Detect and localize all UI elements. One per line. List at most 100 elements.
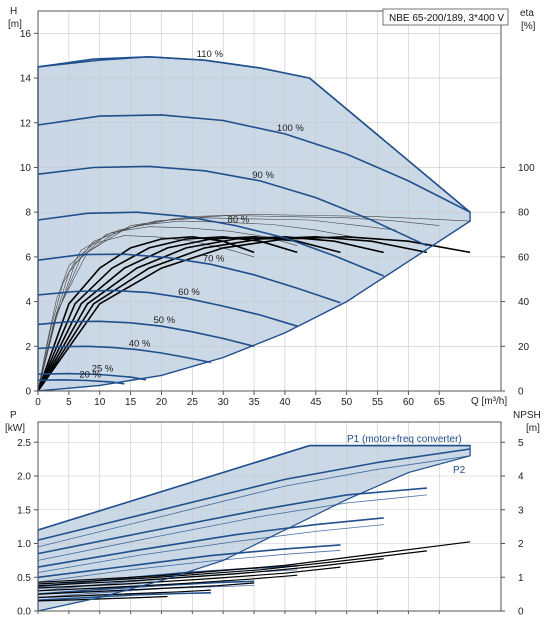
- speed-curve-label: 90 %: [252, 170, 274, 181]
- p2-curve: [37, 455, 471, 548]
- x-tick-label: 20: [156, 397, 168, 408]
- speed-curve: [37, 320, 255, 348]
- speed-curve: [37, 211, 385, 277]
- y2-tick-label: 40: [518, 297, 530, 308]
- p1-curve: [37, 580, 255, 595]
- x-tick-label: 15: [125, 397, 137, 408]
- efficiency-curve: [37, 235, 384, 392]
- npsh-curve: [37, 582, 255, 595]
- y-tick-label: 1.5: [17, 505, 31, 516]
- power-axis-unit: [kW]: [5, 423, 25, 434]
- y-tick-label: 12: [20, 118, 32, 129]
- head-plot-frame: [37, 10, 502, 392]
- speed-curve-label: 80 %: [228, 215, 250, 226]
- flow-axis-title: Q [m³/h]: [471, 396, 507, 407]
- operating-area-outline: [37, 56, 471, 392]
- x-tick-label: 10: [94, 397, 106, 408]
- x-tick-label: 60: [403, 397, 415, 408]
- y2-tick-label: 3: [518, 505, 524, 516]
- npsh-axis-unit: [m]: [526, 423, 540, 434]
- npsh-curve: [37, 550, 427, 585]
- y-tick-label: 16: [20, 29, 32, 40]
- y-tick-label: 0.0: [17, 607, 31, 618]
- x-tick-label: 45: [310, 397, 322, 408]
- p2-curve: [37, 524, 384, 573]
- p2-series-label: P2: [453, 465, 466, 476]
- y-tick-label: 2: [25, 342, 31, 353]
- chart-title-box: [382, 8, 509, 26]
- p1-curve: [37, 592, 211, 601]
- y-tick-label: 4: [25, 297, 31, 308]
- head-curves: [37, 55, 471, 392]
- npsh-curve: [37, 574, 298, 592]
- x-tick-label: 40: [279, 397, 291, 408]
- efficiency-curve: [37, 235, 428, 392]
- npsh-curve: [37, 566, 341, 589]
- y2-tick-label: 4: [518, 472, 524, 483]
- speed-curve-label: 20 %: [79, 369, 101, 380]
- x-tick-label: 30: [218, 397, 230, 408]
- y2-tick-label: 0: [518, 607, 524, 618]
- speed-curve-label: 100 %: [277, 123, 304, 134]
- speed-curve: [37, 114, 471, 213]
- y-tick-label: 0: [25, 387, 31, 398]
- power-area-outline: [37, 445, 471, 612]
- npsh-curve: [37, 541, 471, 583]
- p1-curve: [37, 544, 341, 579]
- y-tick-label: 1.0: [17, 539, 31, 550]
- head-axis-unit: [m]: [8, 19, 22, 30]
- y-tick-label: 10: [20, 163, 32, 174]
- npsh-curve: [37, 558, 384, 587]
- speed-labels: 110 % 100 % 90 % 80 % 70 % 60 % 50 % 40 % 25 %20…: [79, 49, 304, 380]
- speed-curve-label: 50 %: [153, 315, 175, 326]
- x-tick-label: 5: [66, 397, 72, 408]
- power-axes: 0.0 0.5 1.0 1.5 2.0 2.5 0 1 2 3 4 5: [17, 421, 524, 618]
- p1-curve: [37, 448, 471, 541]
- p1-curve: [37, 487, 427, 555]
- y-tick-label: 14: [20, 74, 32, 85]
- y-tick-label: 0.5: [17, 573, 31, 584]
- head-axis-title: H: [10, 6, 17, 17]
- p1-curve: [37, 517, 384, 568]
- x-tick-label: 55: [372, 397, 384, 408]
- y-tick-label: 2.5: [17, 438, 31, 449]
- y-tick-label: 2.0: [17, 472, 31, 483]
- power-curves: [37, 444, 471, 612]
- efficiency-curve: [37, 235, 471, 392]
- npsh-axis-title: NPSH: [513, 410, 541, 421]
- chart-title: NBE 65-200/189, 3*400 V: [389, 13, 504, 24]
- x-tick-label: 65: [434, 397, 446, 408]
- motor-efficiency-curve: [37, 214, 471, 392]
- speed-curve-label: 40 %: [129, 339, 151, 350]
- x-tick-label: 50: [341, 397, 353, 408]
- motor-efficiency-curve: [37, 220, 353, 392]
- speed-curve-label: 60 %: [178, 287, 200, 298]
- y2-tick-label: 80: [518, 208, 530, 219]
- y-tick-label: 8: [25, 208, 31, 219]
- y2-tick-label: 1: [518, 573, 524, 584]
- x-tick-label: 35: [249, 397, 261, 408]
- npsh-curve: [37, 595, 168, 602]
- p2-curve: [37, 494, 427, 561]
- efficiency-curve: [37, 235, 255, 392]
- y-tick-label: 6: [25, 252, 31, 263]
- speed-curve-label: 110 %: [197, 49, 224, 60]
- power-npsh-chart: 0.0 0.5 1.0 1.5 2.0 2.5 0 1 2 3 4 5 P [kW] NPSH [m]…: [5, 410, 541, 618]
- npsh-curve: [37, 589, 211, 599]
- x-tick-label: 0: [35, 397, 41, 408]
- y2-tick-label: 2: [518, 539, 524, 550]
- y2-tick-label: 5: [518, 438, 524, 449]
- motor-efficiency-curve: [37, 217, 397, 392]
- speed-curve-label: 25 %: [92, 363, 114, 374]
- y2-tick-label: 0: [518, 387, 524, 398]
- speed-curve: [37, 253, 341, 304]
- x-tick-label: 25: [187, 397, 199, 408]
- p2-curve: [37, 549, 341, 583]
- efficiency-curve: [37, 235, 298, 392]
- y2-tick-label: 60: [518, 252, 530, 263]
- speed-curve: [37, 289, 298, 327]
- head-axes: 0 5 10 15 20 25 30 35 40 45 50 55 60 65 0 2 4 6 8 10 12 14 16 0…: [20, 10, 535, 408]
- speed-curve: [37, 165, 428, 247]
- p1-series-label: P1 (motor+freq converter): [347, 434, 462, 445]
